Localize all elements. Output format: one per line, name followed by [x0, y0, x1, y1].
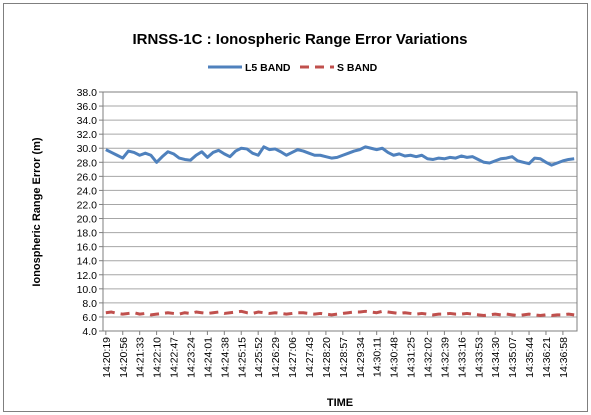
x-tick-label: 14:32:39: [439, 337, 451, 378]
x-tick-label: 14:32:02: [422, 337, 434, 378]
x-tick-label: 14:35:07: [507, 337, 519, 378]
plot-border: [102, 91, 578, 332]
y-tick-label: 6.0: [82, 312, 97, 324]
x-tick-label: 14:36:21: [541, 337, 553, 378]
x-tick-label: 14:31:25: [406, 337, 418, 378]
y-tick-label: 34.0: [77, 115, 98, 127]
x-tick-label: 14:22:10: [152, 337, 164, 378]
y-tick-label: 22.0: [77, 199, 98, 211]
y-axis-title: Ionospheric Range Error (m): [31, 137, 43, 286]
x-tick-label: 14:23:24: [185, 337, 197, 378]
x-tick-label: 14:21:33: [135, 337, 147, 378]
x-tick-label: 14:28:20: [321, 337, 333, 378]
y-tick-label: 18.0: [77, 228, 98, 240]
x-tick-label: 14:33:53: [473, 337, 485, 378]
y-tick-label: 24.0: [77, 185, 98, 197]
y-tick-label: 30.0: [77, 143, 98, 155]
x-tick-label: 14:34:30: [490, 337, 502, 378]
x-tick-label: 14:24:01: [202, 337, 214, 378]
y-tick-label: 10.0: [77, 284, 98, 296]
y-tick-label: 28.0: [77, 157, 98, 169]
x-tick-label: 14:30:11: [372, 337, 384, 377]
legend-label: S BAND: [337, 62, 378, 74]
y-tick-label: 36.0: [77, 101, 98, 113]
x-tick-label: 14:26:29: [270, 337, 282, 378]
x-tick-label: 14:27:43: [304, 337, 316, 378]
x-tick-label: 14:27:06: [287, 337, 299, 378]
y-tick-label: 8.0: [82, 298, 97, 310]
x-tick-label: 14:28:57: [338, 337, 350, 378]
y-tick-label: 12.0: [77, 270, 98, 282]
x-tick-label: 14:20:56: [118, 337, 130, 378]
x-axis-title: TIME: [327, 397, 353, 409]
x-tick-label: 14:29:34: [355, 337, 367, 378]
x-tick-label: 14:30:48: [389, 337, 401, 378]
plot-area: [103, 92, 577, 331]
y-tick-label: 32.0: [77, 129, 98, 141]
y-tick-label: 20.0: [77, 214, 98, 226]
chart-title: IRNSS-1C : Ionospheric Range Error Varia…: [132, 31, 467, 48]
y-tick-label: 26.0: [77, 171, 98, 183]
x-tick-label: 14:36:58: [558, 337, 570, 378]
data-line: [105, 309, 575, 318]
y-tick-label: 16.0: [77, 242, 98, 254]
y-tick-label: 14.0: [77, 256, 98, 268]
x-tick-label: 14:25:52: [253, 337, 265, 378]
y-tick-label: 4.0: [82, 326, 97, 338]
x-tick-label: 14:20:19: [101, 337, 113, 378]
x-tick-label: 14:24:38: [219, 337, 231, 378]
x-tick-label: 14:33:16: [456, 337, 468, 378]
x-tick-label: 14:35:44: [524, 337, 536, 378]
x-tick-label: 14:22:47: [169, 337, 181, 378]
x-tick-label: 14:25:15: [236, 337, 248, 378]
y-tick-label: 38.0: [77, 87, 98, 99]
legend-label: L5 BAND: [245, 62, 291, 74]
data-line: [105, 145, 575, 167]
